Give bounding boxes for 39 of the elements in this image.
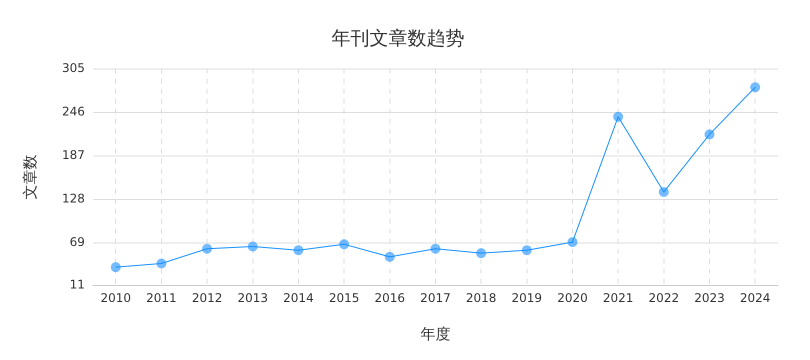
x-tick-label: 2013 xyxy=(237,290,268,305)
point xyxy=(248,242,258,252)
point xyxy=(613,112,624,122)
point xyxy=(293,245,304,256)
chart-title: 年刊文章数趋势 xyxy=(332,27,464,50)
point xyxy=(522,245,532,256)
y-tick-label: 11 xyxy=(70,278,85,292)
x-tick-label: 2019 xyxy=(512,290,542,305)
point xyxy=(339,239,350,250)
y-axis-title: 文章数 xyxy=(20,154,39,200)
point xyxy=(658,186,669,197)
y-tick-label: 305 xyxy=(62,60,85,75)
x-tick-label: 2020 xyxy=(557,290,588,305)
x-tick-label: 2015 xyxy=(328,290,360,305)
point xyxy=(384,252,395,262)
y-tick-label: 128 xyxy=(62,191,85,206)
point xyxy=(567,237,578,248)
x-tick-label: 2023 xyxy=(694,290,725,305)
x-tick-label: 2018 xyxy=(466,290,496,305)
x-tick-label: 2012 xyxy=(192,290,222,305)
y-tick-label: 187 xyxy=(62,148,85,162)
point xyxy=(156,258,166,268)
point xyxy=(750,82,760,92)
y-tick-label: 246 xyxy=(62,104,85,118)
x-tick-label: 2022 xyxy=(648,290,680,305)
x-tick-label: 2017 xyxy=(420,290,451,305)
point xyxy=(202,244,212,254)
point xyxy=(110,262,121,272)
x-tick-label: 2010 xyxy=(100,290,132,305)
point xyxy=(476,248,486,258)
x-axis-title: 年度 xyxy=(420,324,450,343)
point xyxy=(704,129,714,140)
x-tick-label: 2016 xyxy=(374,290,406,305)
x-tick-label: 2021 xyxy=(602,290,634,305)
x-tick-label: 2011 xyxy=(146,290,177,305)
x-tick-label: 2014 xyxy=(283,290,314,305)
y-tick-label: 69 xyxy=(70,234,85,249)
x-tick-label: 2024 xyxy=(740,290,770,305)
point xyxy=(430,244,440,254)
